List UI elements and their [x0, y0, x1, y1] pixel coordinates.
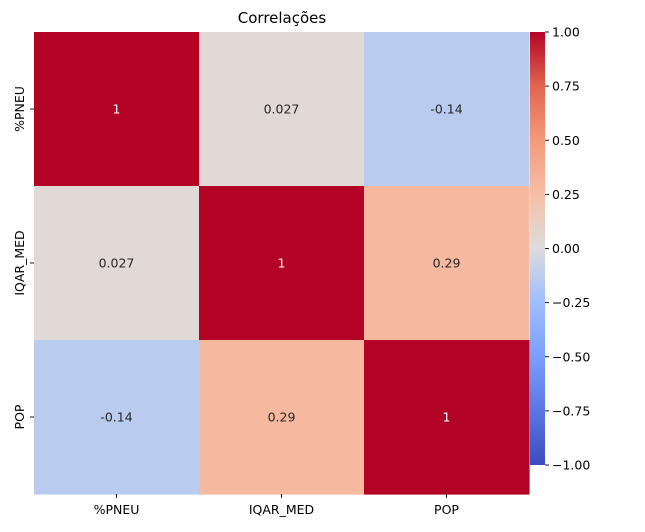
colorbar-tick-label: −1.00: [552, 458, 590, 473]
heatmap-cell-label: 0.29: [433, 256, 461, 271]
colorbar-gradient: [530, 32, 545, 465]
chart-title: Correlações: [238, 9, 327, 27]
y-tick-label: %PNEU: [12, 86, 27, 132]
heatmap-cell-label: 1: [278, 256, 286, 271]
colorbar-tick-label: −0.75: [552, 403, 590, 418]
x-tick-label: IQAR_MED: [249, 502, 314, 517]
colorbar-tick-label: 0.50: [552, 133, 580, 148]
heatmap-cell: [34, 340, 200, 495]
y-tick-label: POP: [12, 404, 27, 429]
heatmap-cell-label: 0.29: [268, 410, 296, 425]
heatmap-cell: [34, 186, 200, 341]
y-tick-label: IQAR_MED: [12, 230, 27, 295]
heatmap-cell-label: 1: [113, 102, 121, 117]
x-axis: %PNEU IQAR_MED POP: [94, 494, 459, 517]
heatmap-cell-labels: 1 0.027 -0.14 0.027 1 0.29 -0.14 0.29 1: [99, 102, 463, 425]
heatmap-cell: [199, 32, 365, 187]
heatmap-cell-label: 0.027: [264, 102, 300, 117]
colorbar-tick-label: 0.00: [552, 241, 580, 256]
colorbar-tick-label: 1.00: [552, 25, 580, 40]
colorbar-tick-label: 0.25: [552, 187, 580, 202]
colorbar-tick-label: −0.50: [552, 349, 590, 364]
heatmap-cell: [199, 186, 365, 341]
heatmap-cell-label: -0.14: [100, 410, 132, 425]
heatmap-cell: [364, 32, 530, 187]
heatmap-cell: [199, 340, 365, 495]
colorbar-tick-label: 0.75: [552, 79, 580, 94]
heatmap-cell-label: 0.027: [99, 256, 135, 271]
colorbar: 1.00 0.75 0.50 0.25 0.00 −0.25 −0.50 −0.75 −1.00: [530, 25, 590, 473]
heatmap-cell-label: 1: [443, 410, 451, 425]
heatmap-cell: [364, 340, 530, 495]
heatmap-cell: [364, 186, 530, 341]
heatmap-cell: [34, 32, 200, 187]
x-tick-label: POP: [434, 502, 459, 517]
y-axis: %PNEU IQAR_MED POP: [12, 86, 34, 429]
colorbar-tick-label: −0.25: [552, 295, 590, 310]
heatmap-cell-label: -0.14: [430, 102, 462, 117]
heatmap-cells: [34, 32, 530, 495]
x-tick-label: %PNEU: [94, 502, 140, 517]
